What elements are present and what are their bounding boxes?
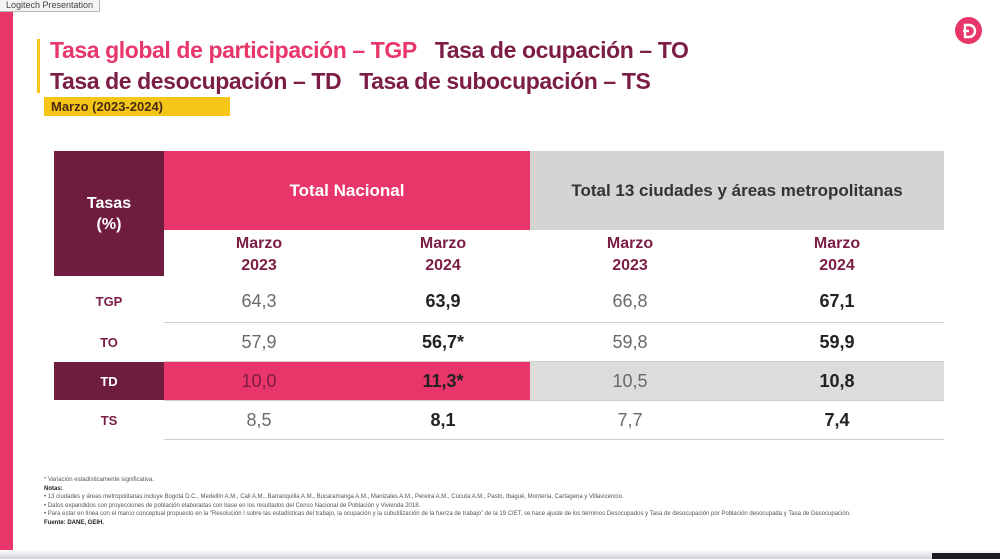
row-label-ts: TS	[100, 412, 118, 428]
subheader-ciudades-2024: Marzo 2024	[742, 233, 932, 277]
subheader-ciudades-2023: Marzo 2023	[535, 233, 725, 277]
cell-to-nacional-2023: 57,9	[241, 331, 277, 352]
subheader-month: Marzo	[606, 235, 654, 252]
row-divider	[164, 400, 944, 401]
significance-note: * Variación estadísticamente significati…	[44, 477, 154, 483]
note-item: • Para estar en línea con el marco conce…	[44, 511, 851, 518]
logo-glyph-icon	[962, 23, 976, 38]
row-label-tgp: TGP	[95, 293, 123, 309]
cell-ts-nacional-2023: 8,5	[246, 409, 272, 430]
slide-title-line-1: Tasa global de participación – TGP Tasa …	[50, 37, 689, 63]
cell-ts-ciudades-2024: 7,4	[824, 409, 850, 430]
subheader-month: Marzo	[419, 235, 467, 252]
cell-td-ciudades-2023: 10,5	[612, 370, 648, 391]
slide-title-line-2: Tasa de desocupación – TD Tasa de subocu…	[50, 68, 651, 94]
title-ts: Tasa de subocupación – TS	[359, 68, 651, 94]
subheader-month: Marzo	[235, 235, 283, 252]
row-divider	[164, 322, 944, 323]
dane-logo-icon	[955, 17, 982, 44]
cell-to-ciudades-2024: 59,9	[819, 331, 855, 352]
title-accent-line	[37, 39, 40, 93]
td-row-nacional-bg	[164, 362, 530, 400]
cell-to-nacional-2024: 56,7*	[421, 331, 465, 352]
header-tasas-line1: Tasas	[86, 194, 132, 212]
cell-tgp-nacional-2024: 63,9	[425, 290, 461, 311]
cell-td-nacional-2024: 11,3*	[422, 370, 464, 391]
header-tasas: Tasas (%)	[54, 151, 164, 276]
header-13-ciudades: Total 13 ciudades y áreas metropolitanas	[530, 151, 944, 230]
source-note: Fuente: DANE, GEIH.	[44, 519, 105, 526]
subheader-year: 2023	[241, 257, 277, 274]
notes-heading: Notas:	[44, 485, 63, 492]
cell-tgp-ciudades-2024: 67,1	[819, 290, 855, 311]
td-row-label-bg	[54, 362, 164, 400]
row-divider	[164, 439, 944, 440]
note-item: • Datos expandidos con proyecciones de p…	[44, 502, 421, 509]
taskbar-corner	[932, 553, 1000, 559]
slide-accent-bar	[0, 12, 13, 559]
row-label-td: TD	[100, 373, 118, 389]
row-divider	[164, 361, 944, 362]
header-tasas-line2: (%)	[96, 215, 122, 233]
row-label-to: TO	[100, 334, 118, 350]
cell-to-ciudades-2023: 59,8	[612, 331, 648, 352]
subheader-month: Marzo	[813, 235, 861, 252]
cell-ts-nacional-2024: 8,1	[430, 409, 456, 430]
cell-tgp-ciudades-2023: 66,8	[612, 290, 648, 311]
cell-td-nacional-2023: 10,0	[241, 370, 277, 391]
window-bottom-edge	[0, 550, 1000, 559]
subheader-nacional-2023: Marzo 2023	[164, 233, 354, 277]
date-badge: Marzo (2023-2024)	[44, 97, 230, 116]
cell-td-ciudades-2024: 10,8	[819, 370, 855, 391]
footnotes: * Variación estadísticamente significati…	[44, 476, 924, 528]
title-tgp: Tasa global de participación – TGP	[50, 37, 417, 63]
cell-ts-ciudades-2023: 7,7	[617, 409, 643, 430]
header-total-nacional: Total Nacional	[164, 151, 530, 230]
window-tab[interactable]: Logitech Presentation	[0, 0, 101, 12]
subheader-year: 2024	[819, 257, 855, 274]
subheader-nacional-2024: Marzo 2024	[348, 233, 538, 277]
title-td: Tasa de desocupación – TD	[50, 68, 342, 94]
td-row-ciudades-bg	[530, 362, 944, 400]
title-to: Tasa de ocupación – TO	[434, 37, 689, 63]
subheader-year: 2024	[425, 257, 461, 274]
cell-tgp-nacional-2023: 64,3	[241, 290, 277, 311]
note-item: • 13 ciudades y áreas metropolitanas inc…	[44, 494, 624, 501]
subheader-year: 2023	[612, 257, 648, 274]
